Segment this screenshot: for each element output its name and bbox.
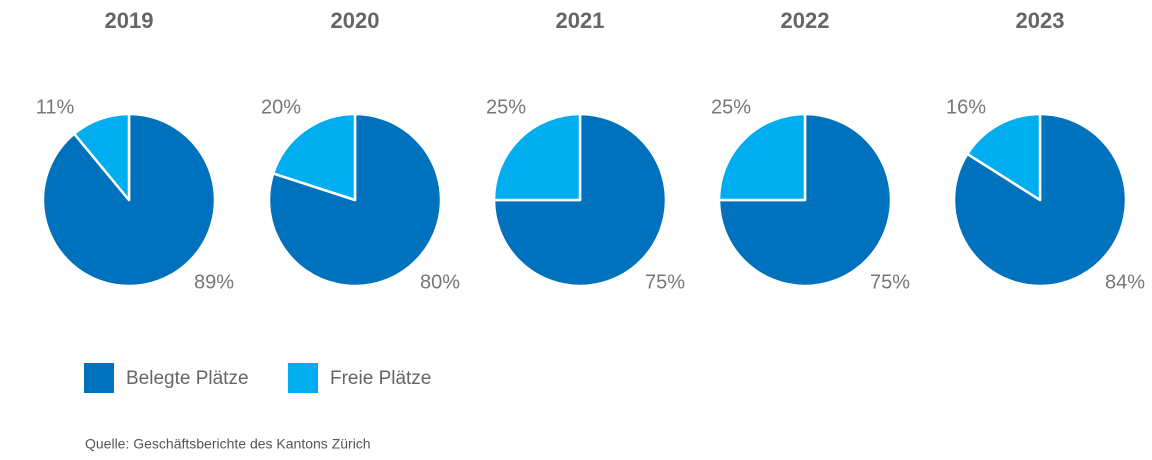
pie-title: 2022 — [781, 8, 830, 33]
source: Quelle: Geschäftsberichte des Kantons Zü… — [85, 436, 371, 452]
pie-slice — [966, 112, 1042, 202]
pie-label: 25% — [711, 96, 751, 118]
pie-label: 89% — [194, 271, 234, 293]
pie-title: 2023 — [1016, 8, 1065, 33]
pie-slice — [271, 112, 357, 202]
pie-label: 80% — [420, 271, 460, 293]
pie-label: 25% — [486, 96, 526, 118]
pie-slice — [717, 112, 893, 288]
pie-slice — [492, 112, 582, 202]
pie-slice — [41, 112, 217, 288]
pie-label: 84% — [1105, 271, 1145, 293]
pie-label: 16% — [946, 96, 986, 118]
legend-label: Freie Plätze — [330, 368, 431, 389]
pie-label: 75% — [645, 271, 685, 293]
legend-label: Belegte Plätze — [126, 368, 249, 389]
pie-title: 2019 — [105, 8, 154, 33]
pie-slice — [72, 112, 131, 202]
pie-title: 2020 — [331, 8, 380, 33]
pie-label: 20% — [261, 96, 301, 118]
pie-slice — [717, 112, 807, 202]
pie-slice — [492, 112, 668, 288]
legend-swatch — [288, 363, 318, 393]
pie-label: 11% — [36, 96, 75, 118]
pie-title: 2021 — [556, 8, 605, 33]
legend-swatch — [84, 363, 114, 393]
pie-label: 75% — [870, 271, 910, 293]
